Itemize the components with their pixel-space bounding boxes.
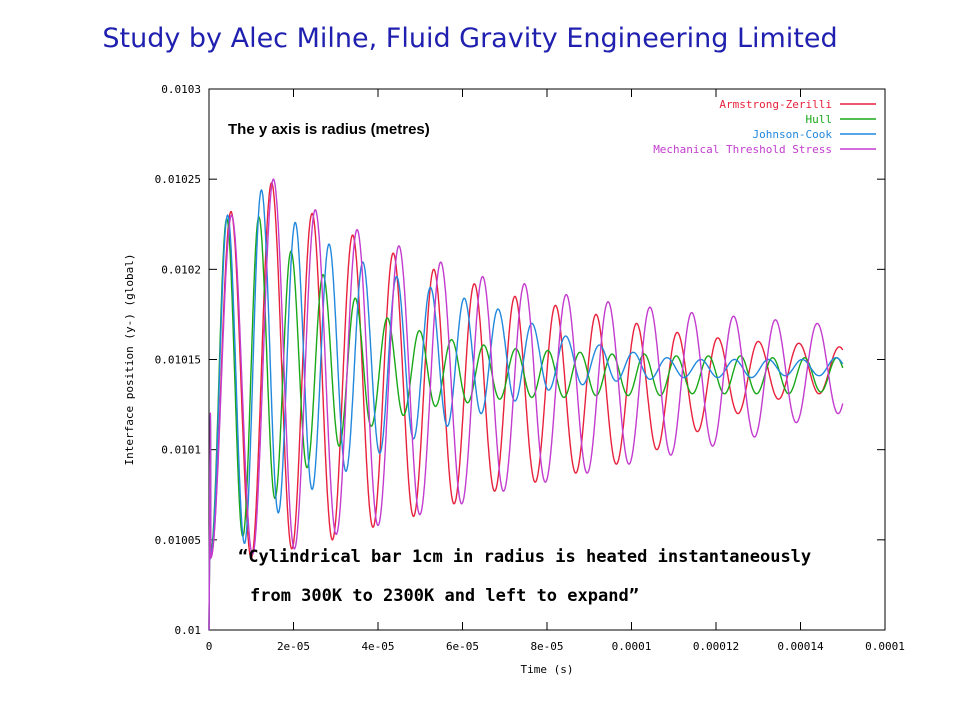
y-tick-label: 0.01 [175, 624, 202, 637]
x-tick-label: 6e-05 [446, 640, 479, 653]
x-tick-label: 0.00012 [693, 640, 739, 653]
legend-label: Hull [806, 113, 833, 126]
series-line-johnson-cook [208, 188, 844, 631]
legend-label: Mechanical Threshold Stress [653, 143, 832, 156]
plot-axes: 0 2e-05 4e-05 6e-05 8e-05 0.0001 0.00012 0.0001… [155, 83, 905, 653]
y-tick-label: 0.0102 [161, 263, 201, 276]
series-line-armstrong-zerilli [208, 181, 844, 631]
x-tick-label: 2e-05 [277, 640, 310, 653]
y-tick-label: 0.0103 [161, 83, 201, 96]
y-tick-label: 0.01005 [155, 534, 201, 547]
series-line-hull [208, 215, 844, 631]
legend: Armstrong-Zerilli Hull Johnson-Cook Mechani… [653, 98, 876, 156]
y-tick-label: 0.01015 [155, 354, 201, 367]
legend-label: Armstrong-Zerilli [719, 98, 832, 111]
y-axis-label: Interface position (y-) (global) [123, 254, 136, 466]
page-title: Study by Alec Milne, Fluid Gravity Engin… [102, 23, 838, 54]
legend-label: Johnson-Cook [753, 128, 833, 141]
x-tick-label: 0.0001 [612, 640, 652, 653]
y-tick-label: 0.0101 [161, 444, 201, 457]
y-tick-label: 0.01025 [155, 173, 201, 186]
caption-line-1: “Cylindrical bar 1cm in radius is heated… [238, 547, 812, 567]
caption-line-2: from 300K to 2300K and left to expand” [250, 586, 639, 606]
y-axis-note: The y axis is radius (metres) [228, 121, 430, 138]
series-lines [208, 178, 844, 631]
series-line-mechanical-threshold-stress [208, 178, 844, 631]
x-axis-label: Time (s) [521, 663, 574, 676]
x-tick-label: 0 [206, 640, 213, 653]
x-tick-label: 8e-05 [530, 640, 563, 653]
x-tick-label: 0.00014 [777, 640, 824, 653]
x-tick-label: 0.0001 [865, 640, 905, 653]
x-tick-label: 4e-05 [361, 640, 394, 653]
